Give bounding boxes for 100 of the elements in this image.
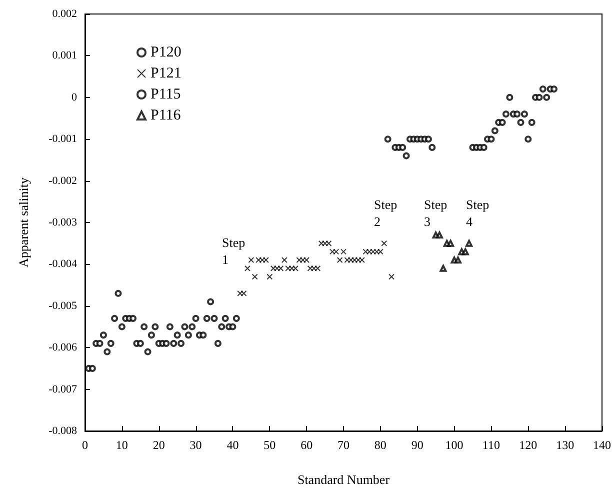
x-tick-label: 0 bbox=[82, 438, 88, 452]
point bbox=[543, 94, 550, 101]
x-tick-label: 130 bbox=[556, 438, 574, 452]
legend-label: P116 bbox=[150, 108, 182, 124]
point bbox=[178, 340, 185, 347]
y-tick-label: -0.001 bbox=[48, 133, 77, 146]
point bbox=[256, 257, 262, 264]
point bbox=[550, 86, 558, 93]
x-tick-label: 100 bbox=[445, 438, 464, 452]
point bbox=[340, 248, 346, 255]
point bbox=[440, 264, 447, 272]
y-axis-title: Apparent salinity bbox=[16, 177, 31, 268]
point bbox=[203, 314, 210, 322]
point bbox=[388, 274, 395, 280]
point bbox=[491, 127, 498, 134]
point bbox=[517, 118, 524, 126]
annotation: Step 3 bbox=[424, 197, 448, 229]
point bbox=[333, 248, 340, 255]
y-tick-label: 0.001 bbox=[52, 50, 77, 62]
point bbox=[166, 323, 174, 330]
y-tick-label: -0.007 bbox=[48, 383, 78, 396]
point bbox=[402, 152, 410, 160]
point bbox=[322, 240, 328, 246]
legend-label: P115 bbox=[150, 86, 181, 102]
point bbox=[111, 314, 118, 322]
x-tick-label: 140 bbox=[593, 438, 611, 452]
point bbox=[248, 257, 254, 264]
point bbox=[144, 348, 152, 356]
point bbox=[381, 240, 388, 246]
point bbox=[539, 86, 546, 93]
y-tick-label: -0.005 bbox=[48, 300, 78, 312]
point bbox=[266, 274, 273, 280]
point bbox=[88, 364, 96, 372]
point bbox=[314, 265, 321, 272]
point bbox=[96, 340, 104, 347]
point bbox=[270, 265, 276, 272]
legend-label: P120 bbox=[150, 44, 182, 60]
point bbox=[528, 118, 536, 126]
point bbox=[304, 257, 310, 264]
annotation: Step 1 bbox=[222, 235, 246, 267]
x-tick-label: 40 bbox=[226, 438, 239, 452]
point bbox=[237, 290, 244, 296]
y-tick-label: -0.004 bbox=[48, 258, 78, 270]
point bbox=[229, 323, 236, 330]
point bbox=[524, 136, 532, 143]
point bbox=[348, 257, 354, 264]
point bbox=[288, 265, 295, 272]
point bbox=[336, 257, 343, 264]
point bbox=[399, 144, 406, 151]
point bbox=[358, 257, 365, 264]
point bbox=[188, 323, 196, 330]
point bbox=[262, 257, 269, 264]
legend-label: P121 bbox=[150, 66, 182, 82]
point bbox=[278, 265, 284, 272]
point bbox=[136, 340, 144, 347]
point bbox=[285, 265, 292, 272]
x-tick-label: 70 bbox=[338, 438, 350, 452]
point bbox=[259, 257, 266, 264]
point bbox=[118, 323, 126, 330]
point bbox=[536, 94, 543, 101]
point bbox=[480, 144, 488, 151]
point bbox=[384, 136, 392, 143]
y-tick-label: 0.002 bbox=[52, 8, 77, 20]
x-tick-label: 20 bbox=[152, 438, 165, 452]
point bbox=[274, 265, 280, 272]
point bbox=[520, 110, 528, 118]
point bbox=[296, 257, 302, 264]
point bbox=[207, 298, 214, 306]
point bbox=[114, 290, 122, 297]
point bbox=[240, 290, 247, 296]
point bbox=[514, 110, 521, 118]
point bbox=[498, 118, 506, 126]
point bbox=[100, 332, 107, 339]
point bbox=[107, 340, 114, 347]
x-tick-label: 120 bbox=[519, 438, 538, 452]
point bbox=[200, 332, 207, 339]
y-tick-label: 0 bbox=[72, 91, 78, 104]
x-tick-label: 110 bbox=[482, 438, 500, 452]
x-tick-label: 50 bbox=[264, 438, 276, 452]
annotation: Step 2 bbox=[374, 197, 398, 229]
point bbox=[447, 240, 454, 247]
point bbox=[506, 94, 514, 101]
point bbox=[374, 248, 380, 255]
point bbox=[222, 314, 229, 322]
x-axis-title: Standard Number bbox=[297, 472, 390, 487]
point bbox=[370, 248, 376, 255]
point bbox=[307, 265, 314, 272]
point bbox=[292, 265, 298, 272]
y-tick-label: -0.003 bbox=[48, 216, 78, 228]
y-tick-label: -0.002 bbox=[48, 174, 77, 187]
point bbox=[130, 314, 137, 322]
x-tick-label: 60 bbox=[300, 438, 313, 452]
point bbox=[104, 348, 111, 356]
annotation: Step 4 bbox=[466, 197, 490, 229]
point bbox=[181, 323, 188, 330]
x-tick-label: 80 bbox=[374, 438, 386, 452]
y-tick-label: -0.008 bbox=[48, 425, 78, 437]
point bbox=[210, 314, 218, 322]
point bbox=[214, 340, 222, 347]
point bbox=[462, 248, 469, 256]
